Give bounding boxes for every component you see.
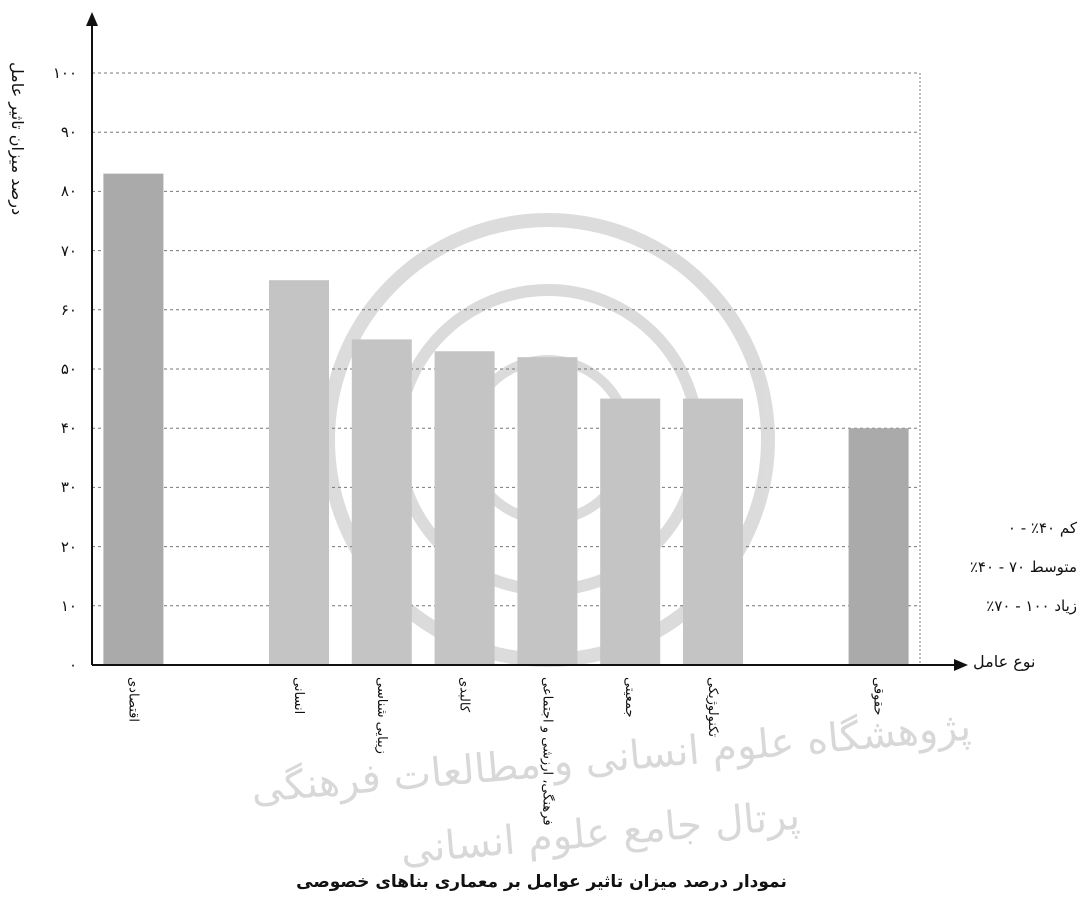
x-tick-label: زیبایی شناسی — [373, 677, 389, 754]
x-tick-label: حقوقی — [870, 677, 886, 716]
y-tick-label: ۱۰۰ — [52, 64, 77, 82]
x-axis-arrow — [954, 659, 968, 671]
x-tick-label: انسانی — [291, 677, 306, 715]
x-tick-label: اقتصادی — [125, 677, 141, 722]
legend-item-low: کم ۴۰٪ - ۰ — [1007, 519, 1077, 537]
bar — [517, 357, 578, 665]
x-tick-label: کالبدی — [456, 677, 472, 713]
bar — [848, 428, 909, 665]
y-axis-label: درصد میزان تاثیر عامل — [8, 62, 27, 216]
legend-item-high: زیاد ۱۰۰ - ۷۰٪ — [986, 597, 1077, 615]
y-tick-label: ۱۰ — [60, 596, 77, 615]
y-tick-label: ۲۰ — [60, 537, 77, 556]
y-tick-label: ۰ — [68, 656, 77, 674]
bar — [269, 280, 329, 665]
bar — [683, 398, 743, 665]
chart-title: نمودار درصد میزان تاثیر عوامل بر معماری … — [296, 872, 787, 892]
y-axis-arrow — [86, 12, 98, 26]
x-axis-label: نوع عامل — [973, 652, 1036, 671]
bar — [434, 351, 495, 665]
axes — [86, 12, 968, 671]
x-tick-label: فرهنگی، ارزشی و اجتماعی — [539, 677, 555, 826]
bars — [103, 173, 909, 665]
bar — [600, 398, 661, 665]
y-tick-label: ۴۰ — [60, 419, 77, 438]
x-tick-label: تکنولوژیکی — [705, 677, 720, 738]
bar — [103, 173, 164, 665]
y-tick-label: ۵۰ — [60, 360, 77, 378]
y-tick-label: ۸۰ — [60, 182, 77, 201]
grid-lines — [92, 72, 921, 665]
y-tick-label: ۷۰ — [60, 241, 77, 260]
bar — [351, 339, 412, 665]
x-tick-label: جمعیتی — [622, 677, 638, 718]
y-tick-label: ۳۰ — [60, 478, 77, 497]
y-tick-label: ۶۰ — [60, 300, 77, 319]
y-tick-label: ۹۰ — [60, 123, 77, 142]
legend-item-medium: متوسط ۷۰ - ۴۰٪ — [969, 558, 1077, 576]
